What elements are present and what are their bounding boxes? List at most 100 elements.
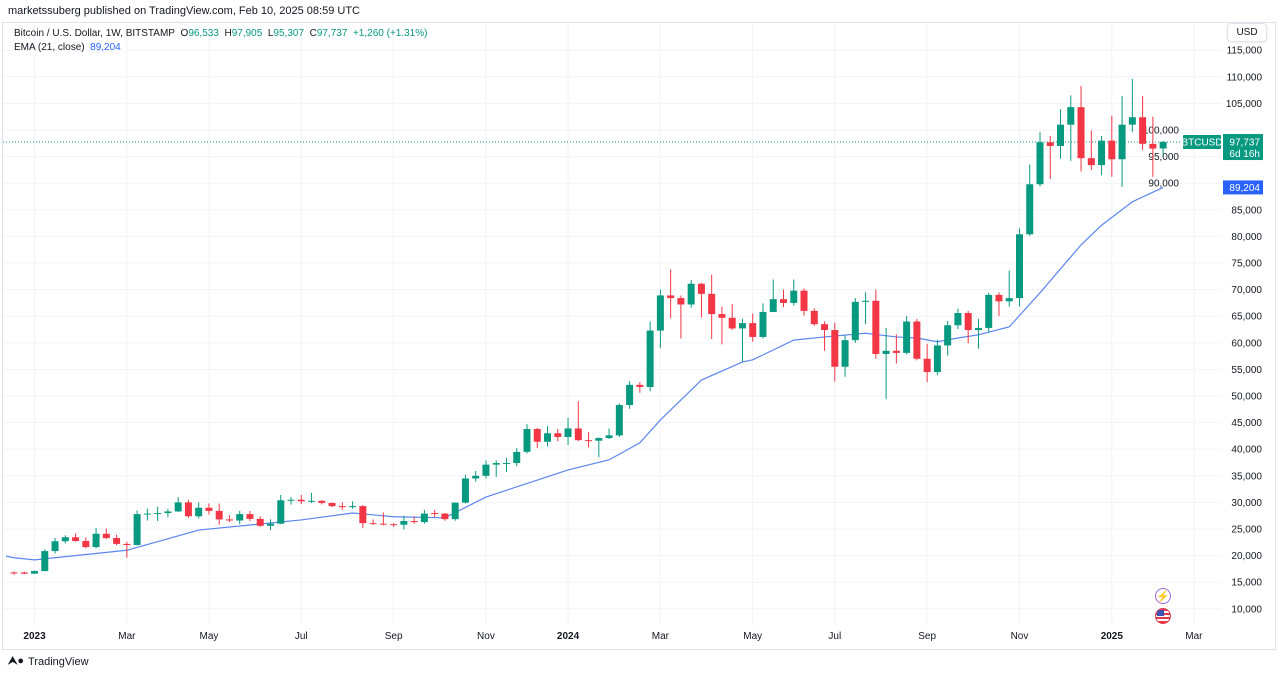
candle: [51, 538, 59, 554]
candle: [31, 570, 39, 574]
candle-body: [974, 327, 982, 331]
candle-body: [113, 538, 121, 544]
candle: [585, 432, 593, 448]
candle-body: [359, 506, 367, 524]
candle-body: [544, 433, 552, 442]
candle-body: [759, 311, 767, 337]
candle: [246, 510, 254, 522]
candle-body: [708, 293, 716, 315]
candle: [636, 382, 644, 393]
candle: [441, 513, 449, 521]
candle: [328, 502, 336, 508]
candle: [225, 515, 233, 523]
candle-body: [400, 521, 408, 525]
candle-body: [154, 513, 162, 515]
y-tick-label: 70,000: [1231, 285, 1262, 296]
candle: [431, 509, 439, 518]
x-tick-label: May: [743, 631, 762, 642]
tradingview-footer[interactable]: ⮝● TradingView: [8, 655, 89, 668]
candle: [1005, 270, 1013, 307]
candle-body: [174, 502, 182, 512]
candle-body: [441, 513, 449, 520]
legend-symbol[interactable]: Bitcoin / U.S. Dollar, 1W, BITSTAMP: [14, 28, 175, 39]
legend-ema-value: 89,204: [90, 42, 121, 53]
candle: [72, 533, 80, 542]
candle-body: [1108, 140, 1116, 160]
candle-body: [718, 314, 726, 318]
candle: [646, 321, 654, 392]
candle-body: [677, 298, 685, 305]
candle: [205, 503, 213, 515]
candle-body: [841, 340, 849, 367]
candle: [626, 381, 634, 409]
y-tick-label: 45,000: [1231, 418, 1262, 429]
candle: [913, 318, 921, 361]
candle: [728, 303, 736, 331]
y-tick-label: 25,000: [1231, 525, 1262, 536]
candle-body: [636, 384, 644, 387]
candle: [236, 510, 244, 525]
candle: [841, 335, 849, 377]
candle-body: [451, 502, 459, 520]
candle-body: [851, 301, 859, 341]
x-tick-label: Nov: [477, 631, 495, 642]
candle: [154, 506, 162, 522]
candle: [420, 509, 428, 524]
y-tick-label: 55,000: [1231, 365, 1262, 376]
price-badge-value: 97,737: [1229, 138, 1260, 149]
candle: [410, 516, 418, 524]
candle: [708, 274, 716, 340]
currency-button[interactable]: USD: [1227, 23, 1267, 42]
candle-body: [913, 321, 921, 359]
publisher-line: marketssuberg published on TradingView.c…: [8, 5, 360, 17]
x-tick-label: 2024: [557, 631, 580, 642]
candle-body: [985, 294, 993, 328]
candle-body: [267, 523, 274, 526]
candle: [369, 519, 377, 525]
candle: [615, 403, 623, 437]
candle-body: [667, 295, 675, 299]
candle-body: [143, 513, 151, 515]
candle-body: [964, 313, 972, 331]
candle-body: [123, 543, 131, 545]
candle: [482, 460, 490, 479]
y-tick-label: 85,000: [1231, 205, 1262, 216]
y-tick-label: 35,000: [1231, 471, 1262, 482]
candle: [974, 318, 982, 349]
candle-body: [749, 323, 757, 337]
candle: [1149, 116, 1157, 177]
candle: [533, 427, 541, 449]
us-flag-icon[interactable]: [1155, 608, 1171, 624]
candle: [790, 279, 798, 306]
candle: [769, 279, 777, 312]
candle: [738, 318, 746, 362]
candle: [677, 295, 685, 339]
lightning-icon[interactable]: ⚡: [1155, 588, 1171, 604]
candle-body: [349, 506, 357, 508]
candle: [1128, 78, 1136, 133]
candle: [359, 505, 367, 528]
candle-body: [800, 290, 808, 311]
candle-body: [390, 524, 398, 526]
candle: [267, 519, 274, 531]
legend-ema-label[interactable]: EMA (21, close): [14, 42, 85, 53]
candle-body: [287, 499, 295, 501]
y-tick-label: 95,000: [1148, 152, 1179, 163]
chart-pane[interactable]: [2, 22, 1276, 650]
candle-body: [10, 572, 18, 574]
candle: [605, 428, 613, 440]
candle: [872, 289, 880, 359]
ema-line: [5, 186, 1164, 561]
candle-body: [420, 513, 428, 523]
candle: [821, 321, 829, 351]
footer-brand: TradingView: [28, 655, 89, 668]
candle: [61, 535, 69, 544]
candle-body: [1015, 234, 1023, 299]
candle: [472, 471, 480, 482]
candle: [892, 334, 900, 364]
candle-body: [1159, 142, 1167, 149]
y-tick-label: 90,000: [1148, 179, 1179, 190]
legend-high-label: H: [224, 28, 232, 39]
candle: [277, 494, 285, 525]
